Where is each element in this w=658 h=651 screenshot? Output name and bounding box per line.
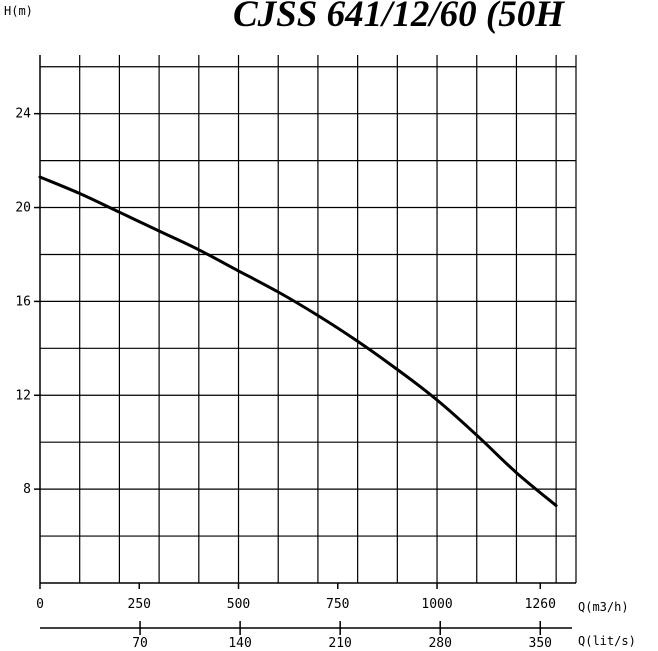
y-axis-label: H(m)	[4, 4, 33, 18]
axes	[34, 55, 576, 635]
x-axis-label-secondary: Q(lit/s)	[578, 634, 636, 648]
x-tick-label-primary: 1260	[525, 597, 556, 612]
y-tick-label: 24	[15, 107, 31, 122]
y-tick-label: 12	[15, 388, 31, 403]
x-tick-label-secondary: 210	[328, 636, 351, 651]
x-tick-label-secondary: 140	[228, 636, 251, 651]
y-tick-labels: 8 12 16 20 24	[15, 107, 31, 497]
x-tick-labels-secondary: 70 140 210 280 350	[132, 636, 552, 651]
x-tick-label-secondary: 70	[132, 636, 148, 651]
head-flow-curve	[38, 175, 558, 508]
x-tick-label-secondary: 350	[529, 636, 552, 651]
y-tick-label: 16	[15, 294, 31, 309]
x-tick-label-secondary: 280	[428, 636, 451, 651]
grid	[40, 55, 577, 583]
x-tick-label-primary: 0	[36, 597, 44, 612]
x-tick-labels-primary: 0 250 500 750 1000 1260	[36, 597, 556, 612]
y-tick-label: 20	[15, 201, 31, 216]
chart-title: CJSS 641/12/60 (50H	[233, 0, 565, 35]
x-axis-label-primary: Q(m3/h)	[578, 600, 629, 614]
x-tick-label-primary: 1000	[421, 597, 452, 612]
x-tick-label-primary: 750	[326, 597, 349, 612]
x-tick-label-primary: 500	[227, 597, 250, 612]
x-tick-label-primary: 250	[128, 597, 151, 612]
y-tick-label: 8	[23, 482, 31, 497]
